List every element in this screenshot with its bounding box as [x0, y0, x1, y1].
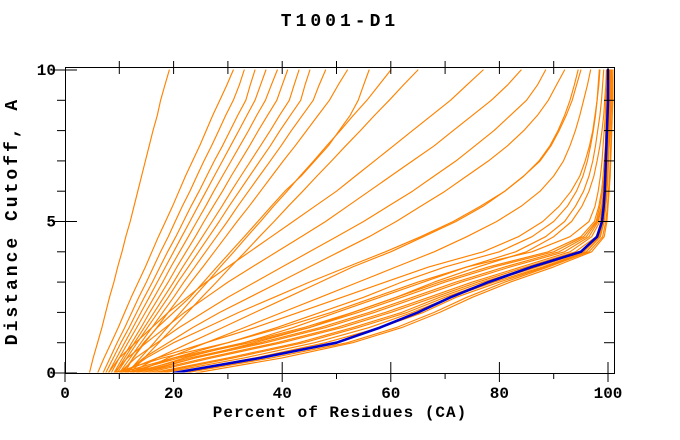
model-curve — [110, 69, 278, 373]
x-tick-label: 60 — [381, 385, 400, 403]
model-curve — [184, 69, 614, 373]
model-curve — [119, 69, 601, 373]
model-curve — [108, 69, 484, 373]
model-curve — [129, 69, 582, 373]
axes-layer: 0 20 40 60 80 100 0 5 10 — [37, 61, 623, 403]
model-curve — [124, 69, 370, 373]
model-curve — [97, 69, 234, 373]
y-tick-label: 10 — [37, 62, 56, 80]
x-tick-label: 40 — [273, 385, 292, 403]
model-curve — [135, 69, 605, 373]
model-curve — [173, 69, 613, 373]
y-axis-title: Distance Cutoff, A — [3, 97, 23, 345]
model-curve — [108, 69, 267, 373]
model-curve — [162, 69, 614, 373]
model-curve — [115, 69, 300, 373]
model-curve — [113, 69, 522, 373]
model-curve — [140, 69, 607, 373]
plot-frame — [65, 67, 615, 374]
x-tick-label: 20 — [164, 385, 183, 403]
x-tick-label: 100 — [594, 385, 623, 403]
model-curve — [88, 69, 170, 373]
model-curve — [113, 69, 289, 373]
y-tick-label: 0 — [46, 365, 56, 383]
model-curve — [124, 69, 579, 373]
model-curve — [135, 69, 592, 373]
model-curve — [105, 69, 256, 373]
x-tick-label: 80 — [490, 385, 509, 403]
model-curve — [118, 69, 327, 373]
model-curve — [129, 69, 600, 373]
model-curve — [118, 69, 547, 373]
model-curve — [129, 69, 419, 373]
model-curve — [113, 69, 609, 373]
model-curves-layer — [88, 68, 614, 373]
y-tick-label: 5 — [46, 214, 56, 232]
model-curve — [140, 69, 611, 373]
chart-title: T1001-D1 — [281, 12, 399, 32]
x-axis-title: Percent of Residues (CA) — [213, 404, 467, 422]
model-curve — [124, 69, 566, 373]
model-curve — [102, 69, 245, 373]
model-curve — [116, 69, 311, 373]
x-tick-label: 0 — [60, 385, 70, 403]
model-curve — [121, 69, 348, 373]
